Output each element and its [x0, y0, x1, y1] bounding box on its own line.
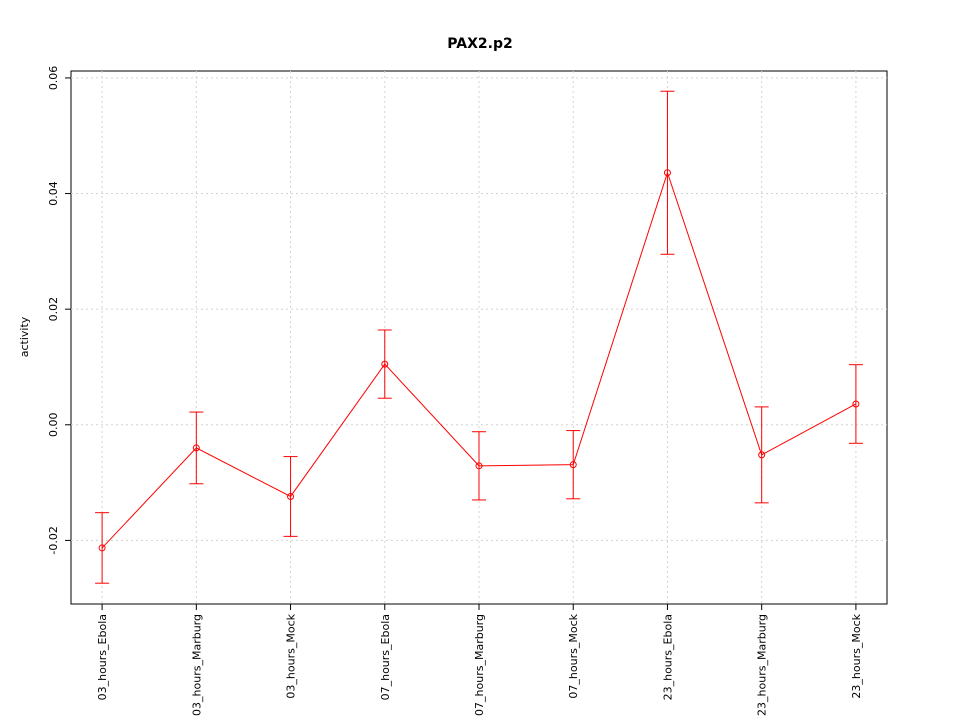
x-tick-label: 23_hours_Marburg — [756, 614, 769, 716]
x-tick-label: 23_hours_Ebola — [661, 614, 674, 700]
point — [287, 492, 295, 500]
x-tick-label: 07_hours_Mock — [567, 613, 580, 698]
x-tick-label: 07_hours_Marburg — [473, 614, 486, 716]
y-tick-label: 0.02 — [47, 297, 60, 322]
x-tick-label: 23_hours_Mock — [850, 613, 863, 698]
error-bar — [566, 430, 581, 500]
x-tick-label: 07_hours_Ebola — [379, 614, 392, 700]
point — [569, 461, 577, 469]
x-tick-label: 03_hours_Marburg — [190, 614, 203, 716]
y-tick-label: 0.04 — [47, 181, 60, 206]
x-tick-label: 03_hours_Mock — [285, 613, 298, 698]
chart-title: PAX2.p2 — [447, 36, 512, 52]
error-bar — [189, 411, 204, 485]
error-bar — [283, 456, 298, 537]
error-bar — [377, 329, 392, 399]
error-bar — [660, 90, 675, 255]
error-bar — [754, 406, 769, 504]
point — [98, 544, 106, 552]
point — [475, 462, 483, 470]
point — [758, 451, 766, 459]
point — [663, 169, 671, 177]
y-axis-label: activity — [18, 316, 31, 357]
point — [381, 360, 389, 368]
error-bar — [848, 364, 863, 444]
y-tick-label: 0.00 — [47, 413, 60, 438]
point — [192, 444, 200, 452]
x-tick-label: 03_hours_Ebola — [96, 614, 109, 700]
y-tick-label: -0.02 — [47, 526, 60, 554]
point — [852, 400, 860, 408]
error-bar — [472, 431, 486, 501]
y-tick-label: 0.06 — [47, 66, 60, 91]
error-bar — [95, 512, 110, 584]
